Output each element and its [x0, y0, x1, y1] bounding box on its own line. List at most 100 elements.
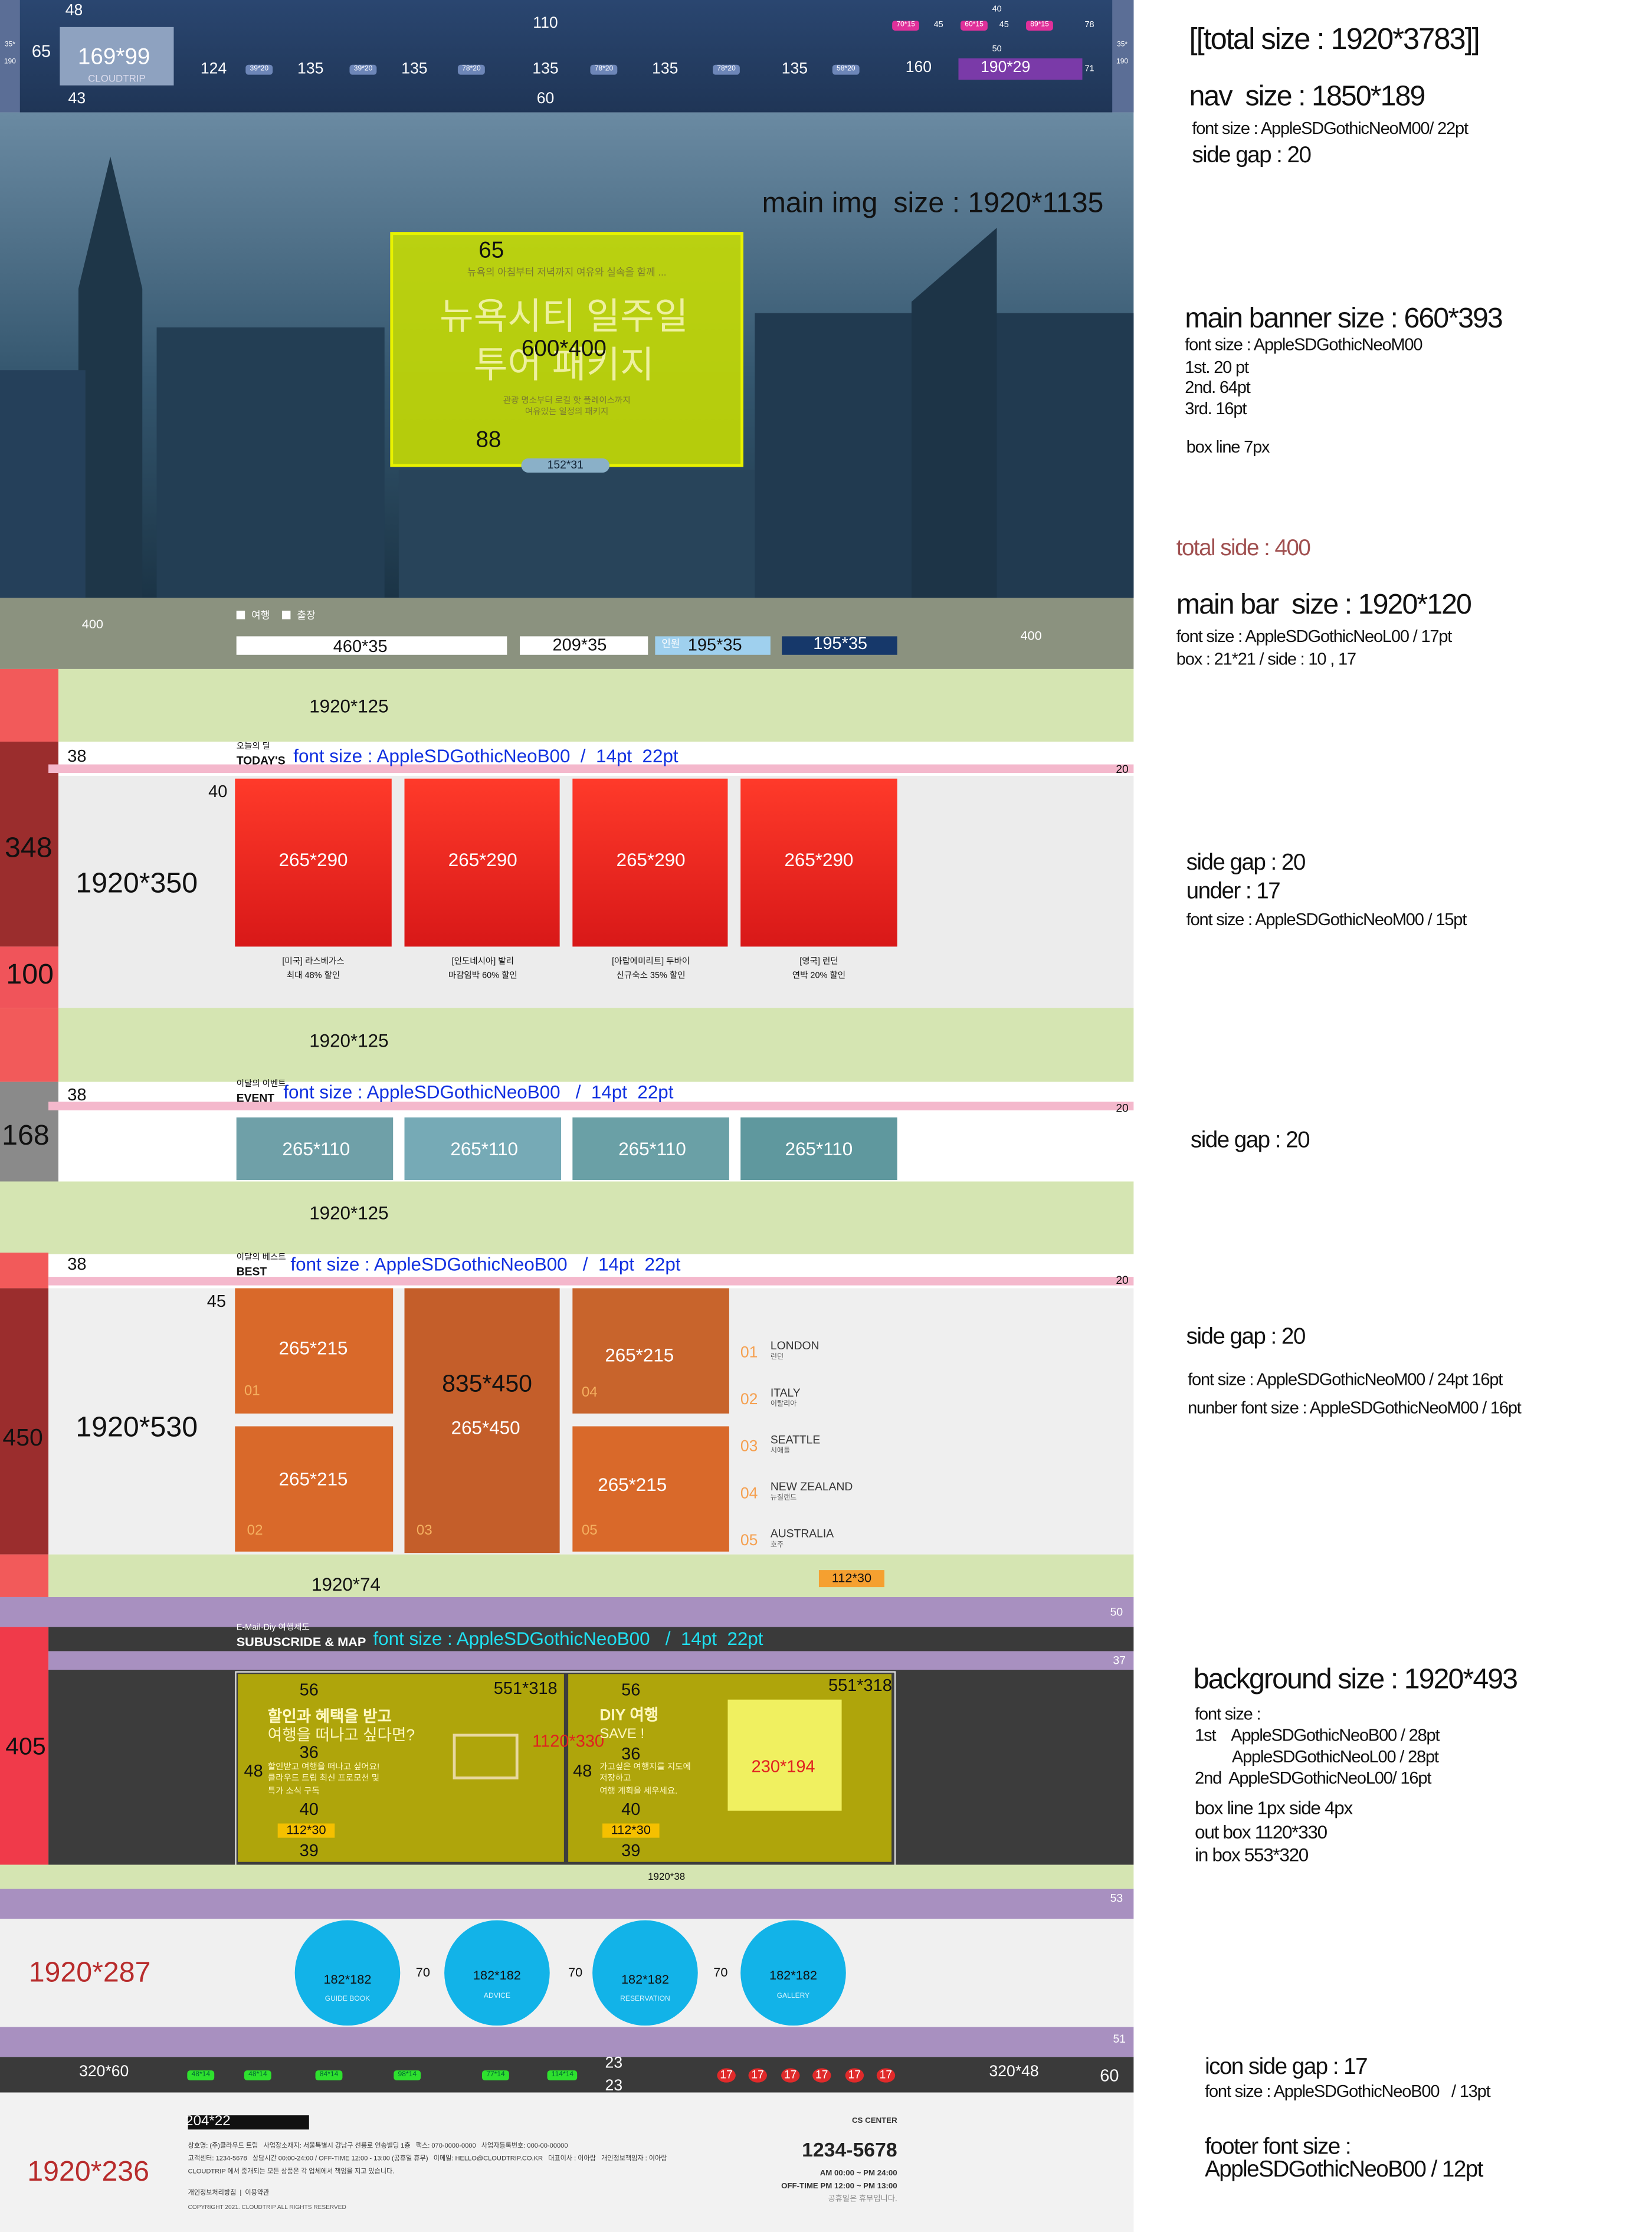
best-label: AUSTRALIA — [770, 1527, 834, 1541]
best-image — [404, 1288, 560, 1553]
spec-note: 2nd AppleSDGothicNeoL00/ 16pt — [1195, 1768, 1431, 1788]
event-card — [404, 1117, 562, 1181]
event-label: EVENT — [236, 1092, 275, 1105]
best-label: 450 — [2, 1424, 43, 1451]
purple-band — [0, 1889, 1134, 1919]
spec-note: side gap : 20 — [1192, 143, 1312, 168]
best-label: 835*450 — [442, 1370, 532, 1397]
subscribe-label: 37 — [1113, 1654, 1126, 1667]
hero-label: 뉴욕의 아침부터 저녁까지 여유와 실속을 함께 ... — [467, 268, 667, 278]
footer-label: 상호명: (주)클라우드 트립 사업장소재지: 서울특별시 강남구 선릉로 언송… — [188, 2142, 568, 2149]
icons-label: 182*182 — [323, 1972, 372, 1987]
input-box — [655, 636, 771, 655]
spec-note: side gap : 20 — [1186, 1325, 1306, 1350]
best-label: 112*30 — [831, 1571, 872, 1585]
today-label: 20 — [1116, 763, 1129, 776]
today-label: 265*290 — [278, 849, 348, 871]
footer-bar-label: 98*14 — [394, 2070, 421, 2081]
side-marker — [0, 1008, 58, 1082]
purple-band — [0, 1597, 1134, 1627]
today-label: 348 — [4, 833, 53, 864]
best-label: 호주 — [770, 1541, 784, 1550]
best-label: 02 — [740, 1391, 758, 1409]
today-label: 오늘의 딜 — [236, 743, 271, 752]
today-label: 1920*350 — [76, 868, 198, 900]
pink-line — [48, 1277, 1134, 1286]
nav-label: 78*20 — [590, 64, 618, 75]
event-label: 38 — [67, 1084, 87, 1105]
best-label: 265*215 — [278, 1337, 348, 1359]
spec-note: nav size : 1850*189 — [1189, 81, 1426, 113]
footer-label: OFF-TIME PM 12:00 ~ PM 13:00 — [781, 2182, 897, 2191]
main-bar-label: 209*35 — [552, 635, 607, 655]
search-box — [958, 58, 1083, 80]
nav-label: CLOUDTRIP — [88, 74, 146, 85]
hero-label: 152*31 — [547, 458, 584, 471]
spec-note: out box 1120*330 — [1195, 1821, 1328, 1843]
subscribe-label: 230*194 — [751, 1756, 815, 1777]
subscribe-label: 여행 계획을 세우세요. — [599, 1788, 678, 1797]
side-marker — [0, 1253, 49, 1289]
hero-label: 88 — [476, 428, 502, 453]
footer-bar-label: 77*14 — [481, 2070, 510, 2081]
best-label: 20 — [1116, 1274, 1129, 1287]
icon-circle — [444, 1920, 550, 2026]
today-label: [미국] 라스베가스 — [282, 958, 345, 967]
main-bar-label: 여행 — [251, 611, 270, 622]
hero-label: 투어 패키지 — [473, 343, 654, 386]
subscribe-label: 50 — [1110, 1605, 1123, 1619]
nav-band — [0, 0, 1134, 113]
best-image — [572, 1288, 729, 1414]
nav-label: 48 — [65, 2, 83, 19]
footer-label: 1234-5678 — [802, 2138, 897, 2161]
today-label: 1920*125 — [309, 695, 389, 717]
best-label: 04 — [740, 1485, 758, 1503]
checkbox — [281, 611, 291, 620]
icons-label: 51 — [1113, 2033, 1126, 2046]
best-image — [235, 1288, 394, 1414]
banner-button — [521, 458, 610, 473]
best-label: 시애틀 — [770, 1447, 791, 1456]
spec-note: icon side gap : 17 — [1205, 2055, 1368, 2080]
footer-bar-label: 17 — [781, 2068, 800, 2083]
subscribe-label: SAVE ! — [599, 1726, 645, 1743]
footer-bar-label: 48*14 — [187, 2070, 215, 2081]
spec-note: box line 1px side 4px — [1195, 1797, 1353, 1819]
best-label: 01 — [244, 1384, 260, 1399]
spec-note: AppleSDGothicNeoL00 / 28pt — [1231, 1746, 1439, 1767]
spec-note: 1st AppleSDGothicNeoB00 / 28pt — [1195, 1725, 1440, 1745]
nav-label: 58*20 — [832, 64, 860, 75]
best-label: BEST — [236, 1265, 267, 1279]
hero-label: 관광 명소부터 로컬 핫 플레이스까지 — [503, 397, 631, 406]
footer-label: 204*22 — [185, 2113, 231, 2130]
today-label: 40 — [208, 781, 228, 802]
footer-bar-label: 60 — [1100, 2065, 1119, 2086]
nav-label: 39*20 — [245, 64, 273, 75]
today-label: [아랍에미리트] 두바이 — [612, 958, 690, 967]
nav-label: 135 — [781, 60, 808, 78]
nav-label: 110 — [533, 15, 558, 32]
icons-label: 182*182 — [769, 1968, 817, 1982]
event-label: 이달의 이벤트 — [236, 1080, 286, 1089]
more-button — [818, 1570, 884, 1588]
today-label: 38 — [67, 746, 87, 766]
today-label: 265*290 — [616, 849, 686, 871]
footer-bar-label: 320*60 — [79, 2063, 129, 2081]
subscribe-label: 저장하고 — [599, 1775, 631, 1784]
gap-band — [58, 668, 1134, 742]
gap-band — [58, 1008, 1134, 1082]
footer-bar-label: 48*14 — [244, 2070, 271, 2081]
subscribe-label: font size : AppleSDGothicNeoB00 / 14pt 2… — [373, 1627, 763, 1650]
best-label: 1920*74 — [312, 1574, 381, 1595]
spec-note: nunber font size : AppleSDGothicNeoM00 /… — [1188, 1398, 1522, 1418]
best-image — [572, 1426, 729, 1552]
nav-label: 169*99 — [77, 45, 150, 70]
building — [398, 470, 755, 598]
spec-note: font size : AppleSDGothicNeoM00 / 15pt — [1186, 909, 1467, 930]
event-label: 265*110 — [282, 1138, 350, 1160]
logo-box — [60, 27, 174, 86]
best-label: SEATTLE — [770, 1433, 821, 1447]
icons-label: 182*182 — [473, 1968, 521, 1982]
subscribe-label: 40 — [299, 1799, 319, 1820]
